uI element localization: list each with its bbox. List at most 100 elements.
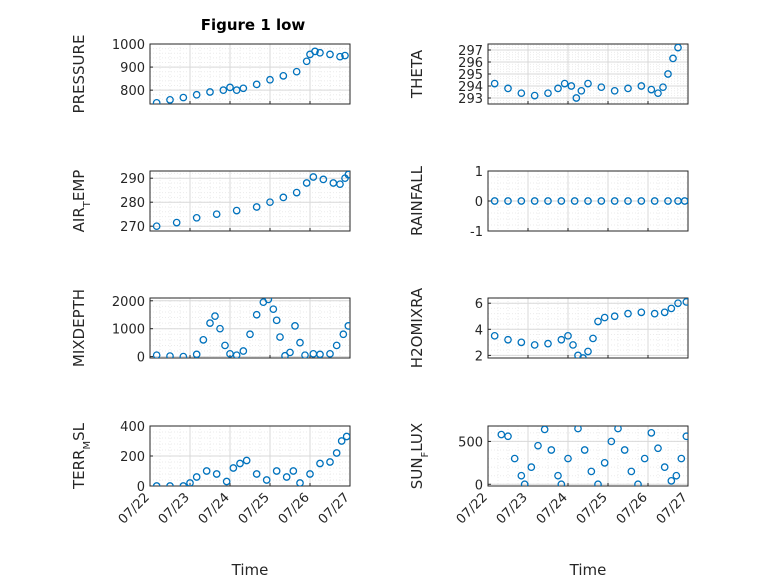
data-point — [221, 341, 229, 350]
data-point — [279, 193, 288, 202]
x-tick-label: 07/26 — [614, 490, 651, 527]
data-point — [677, 454, 686, 463]
x-tick-label: 07/27 — [316, 490, 353, 527]
data-point — [212, 210, 221, 219]
data-point — [557, 335, 566, 344]
axes-frame — [487, 425, 689, 487]
series-points — [497, 426, 688, 486]
data-point — [567, 82, 576, 90]
y-tick-label: 6 — [475, 297, 483, 312]
y-tick-label: 0 — [137, 480, 145, 495]
data-point — [232, 351, 241, 358]
data-point — [152, 482, 161, 486]
x-tick-label: 07/26 — [276, 490, 313, 527]
data-point — [587, 467, 596, 476]
y-axis-label: PRESSURE — [70, 35, 88, 114]
data-point — [172, 218, 181, 227]
x-tick-label: 07/25 — [236, 490, 273, 527]
y-tick-label: 800 — [120, 84, 145, 99]
data-point — [279, 71, 288, 80]
data-point — [597, 197, 606, 205]
data-point — [530, 91, 539, 100]
data-point — [212, 470, 221, 478]
series-points — [490, 44, 682, 102]
data-point — [682, 432, 688, 441]
data-point — [202, 467, 211, 475]
data-point — [667, 304, 676, 313]
data-point — [554, 471, 562, 480]
x-tick-label: 07/22 — [454, 490, 491, 527]
data-point — [264, 298, 273, 304]
data-point — [266, 198, 274, 207]
data-point — [239, 347, 248, 355]
x-tick-label: 07/25 — [574, 490, 611, 527]
data-point — [179, 93, 188, 102]
data-point — [252, 80, 261, 89]
data-point — [564, 331, 572, 340]
data-point — [306, 470, 314, 478]
data-point — [282, 473, 291, 481]
data-point — [232, 86, 241, 95]
data-point — [192, 90, 201, 99]
data-point — [504, 84, 512, 93]
data-point — [316, 350, 324, 358]
data-point — [547, 446, 556, 454]
data-point — [610, 312, 619, 321]
data-point — [574, 426, 582, 433]
data-point — [332, 449, 341, 457]
subplot-7: 0 200 400 07/22 07/23 07/24 07/25 07/26 07/27 Tim… — [70, 420, 353, 579]
data-point — [624, 309, 632, 318]
data-point — [680, 197, 688, 205]
data-point — [637, 82, 646, 90]
data-point — [206, 319, 214, 327]
data-point — [309, 173, 318, 181]
data-point — [199, 336, 208, 344]
x-tick-label: 07/22 — [116, 490, 153, 527]
data-point — [584, 79, 592, 88]
data-point — [296, 338, 304, 347]
data-point — [292, 188, 301, 197]
subplot-6: 2 4 6 H2OMIXRA — [408, 287, 689, 368]
data-point — [236, 459, 244, 468]
data-point — [291, 322, 299, 330]
x-tick-label: 07/27 — [654, 490, 691, 527]
series-points — [152, 171, 350, 231]
y-tick-label: 200 — [120, 450, 145, 465]
x-tick-label: 07/24 — [534, 490, 571, 527]
data-point — [597, 83, 606, 92]
data-point — [337, 437, 346, 445]
data-point — [579, 354, 587, 358]
series-points — [490, 197, 688, 205]
data-point — [510, 454, 519, 463]
data-point — [222, 477, 231, 486]
data-point — [544, 339, 552, 348]
data-point — [286, 348, 294, 357]
data-point — [344, 322, 350, 330]
data-point — [192, 473, 201, 481]
data-point — [640, 454, 649, 463]
data-point — [292, 67, 301, 76]
data-point — [262, 476, 271, 484]
data-point — [276, 333, 284, 341]
data-point — [517, 197, 526, 205]
data-point — [301, 351, 309, 358]
data-point — [252, 470, 261, 478]
data-point — [192, 213, 201, 222]
data-point — [614, 426, 622, 433]
data-point — [607, 437, 616, 446]
data-point — [316, 459, 324, 468]
y-axis-label: AIRTEMP — [70, 170, 93, 233]
data-point — [504, 197, 512, 205]
data-point — [504, 432, 512, 441]
data-point — [650, 309, 659, 318]
x-axis-label: Time — [569, 561, 607, 579]
data-point — [517, 471, 526, 480]
data-point — [667, 477, 676, 485]
data-point — [252, 203, 261, 211]
data-point — [594, 317, 602, 326]
data-point — [166, 352, 174, 358]
x-tick-label: 07/23 — [494, 490, 531, 527]
subplot-1: 800 900 1000 PRESSURE — [70, 35, 351, 114]
data-point — [610, 197, 619, 205]
data-point — [229, 464, 238, 472]
